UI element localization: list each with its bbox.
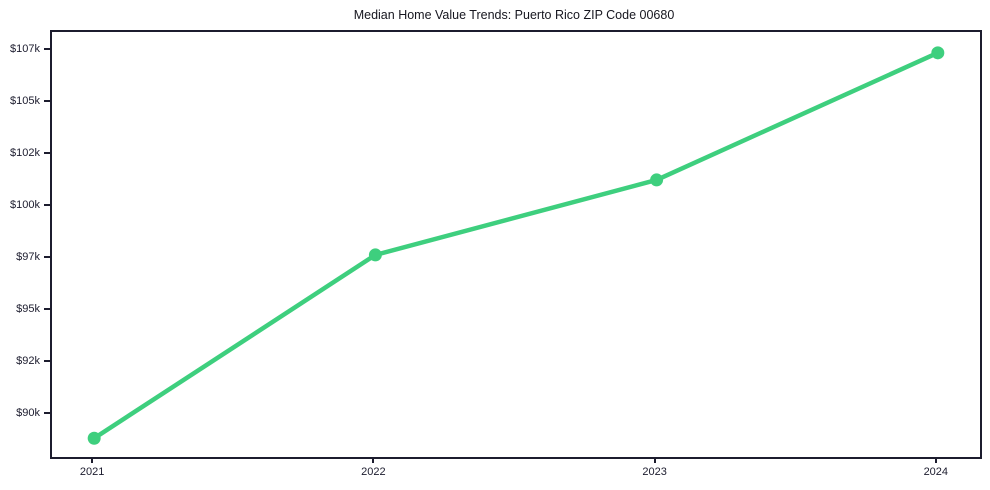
y-tick-mark xyxy=(44,47,50,50)
x-tick-mark xyxy=(653,457,656,463)
y-tick-mark xyxy=(44,360,50,363)
x-tick-mark xyxy=(372,457,375,463)
y-tick-label: $107k xyxy=(10,42,40,55)
y-tick-mark xyxy=(44,99,50,102)
data-point-marker xyxy=(87,431,101,445)
y-tick-label: $90k xyxy=(16,407,40,420)
y-tick-mark xyxy=(44,256,50,259)
x-tick-label: 2024 xyxy=(923,466,949,478)
y-tick-label: $102k xyxy=(10,146,40,159)
y-tick-label: $105k xyxy=(10,94,40,107)
data-point-marker xyxy=(931,46,945,60)
data-point-marker xyxy=(650,173,664,187)
x-tick-label: 2022 xyxy=(361,466,386,478)
y-tick-label: $95k xyxy=(16,303,40,316)
x-tick-label: 2021 xyxy=(79,466,105,478)
x-tick-mark xyxy=(934,457,937,463)
trend-line xyxy=(91,50,941,441)
y-tick-label: $97k xyxy=(16,251,40,264)
chart-title: Median Home Value Trends: Puerto Rico ZI… xyxy=(353,8,675,22)
y-tick-mark xyxy=(44,412,50,415)
x-tick-label: 2023 xyxy=(642,466,667,478)
data-point-marker xyxy=(368,248,382,262)
line-chart-svg xyxy=(87,46,945,445)
y-tick-mark xyxy=(44,151,50,154)
y-tick-label: $100k xyxy=(10,199,40,211)
y-tick-label: $92k xyxy=(16,355,40,368)
y-tick-mark xyxy=(44,308,50,311)
x-tick-mark xyxy=(91,457,94,463)
plot-area xyxy=(50,30,982,459)
y-tick-mark xyxy=(44,204,50,206)
